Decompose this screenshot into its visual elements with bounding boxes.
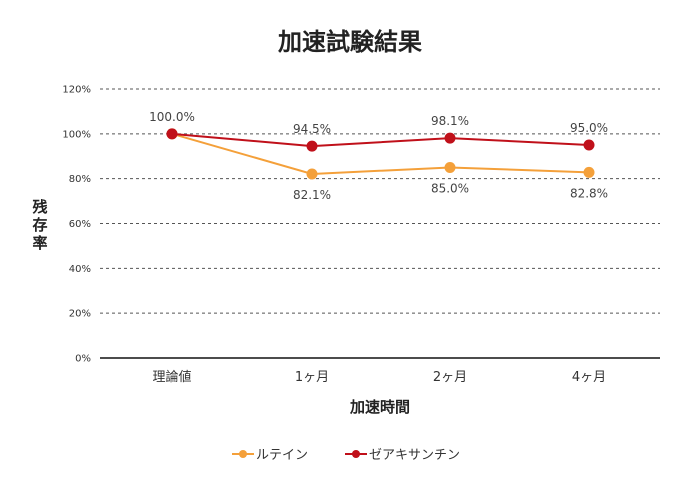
- series-line: [171, 132, 590, 148]
- y-axis-ticks: 0% 20% 40% 60% 80% 100% 120%: [62, 85, 91, 365]
- y-tick-label: 60%: [69, 219, 91, 230]
- data-point: [444, 132, 456, 144]
- data-labels: 82.1% 85.0% 82.8% 100.0% 94.5% 98.1% 95.0%: [149, 110, 608, 202]
- data-label: 82.8%: [570, 186, 608, 200]
- data-label: 82.1%: [293, 188, 331, 202]
- y-tick-label: 20%: [69, 309, 91, 320]
- data-point: [166, 128, 178, 140]
- x-axis-title: 加速時間: [349, 398, 410, 416]
- x-tick-label: 2ヶ月: [433, 370, 467, 385]
- x-axis-ticks: 理論値 1ヶ月 2ヶ月 4ヶ月: [152, 369, 606, 385]
- data-label: 85.0%: [431, 181, 469, 195]
- y-tick-label: 0%: [75, 354, 91, 365]
- data-label: 100.0%: [149, 110, 195, 124]
- y-axis-title: 残存率: [32, 198, 47, 252]
- data-label: 94.5%: [293, 122, 331, 136]
- x-tick-label: 4ヶ月: [572, 370, 606, 385]
- series-lines: [166, 128, 595, 180]
- series-lutein: [166, 128, 595, 180]
- data-point: [306, 140, 318, 152]
- data-point: [444, 161, 456, 173]
- data-label: 98.1%: [431, 114, 469, 128]
- legend-item: ルテイン: [232, 448, 308, 463]
- data-label: 95.0%: [570, 121, 608, 135]
- series-zeaxanthin: [166, 128, 595, 152]
- y-tick-label: 80%: [69, 174, 91, 185]
- legend-label: ルテイン: [256, 448, 308, 463]
- y-tick-label: 40%: [69, 264, 91, 275]
- series-line: [171, 132, 590, 175]
- legend-swatch-marker: [352, 450, 360, 458]
- legend: ルテイン ゼアキサンチン: [232, 448, 460, 463]
- y-tick-label: 120%: [62, 85, 91, 96]
- data-point: [583, 166, 595, 178]
- data-point: [583, 139, 595, 151]
- legend-swatch-marker: [239, 450, 247, 458]
- legend-item: ゼアキサンチン: [345, 448, 460, 463]
- legend-label: ゼアキサンチン: [369, 448, 460, 463]
- chart-title: 加速試験結果: [278, 28, 422, 56]
- y-tick-label: 100%: [62, 129, 91, 140]
- data-point: [306, 168, 318, 180]
- x-tick-label: 1ヶ月: [295, 370, 329, 385]
- x-tick-label: 理論値: [152, 369, 191, 385]
